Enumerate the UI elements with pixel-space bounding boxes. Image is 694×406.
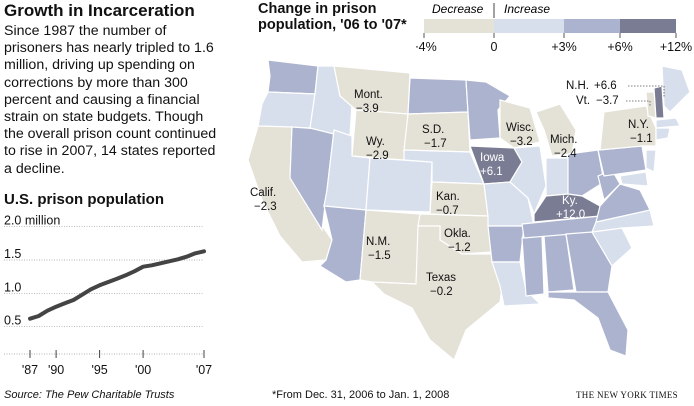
state-florida bbox=[547, 291, 629, 357]
legend-bin-label: +6% bbox=[607, 40, 632, 54]
state-ohio bbox=[567, 149, 605, 197]
legend-bin-label: 0 bbox=[491, 40, 498, 54]
source-note: Source: The Pew Charitable Trusts bbox=[4, 389, 175, 401]
map-label-state: Vt. bbox=[576, 95, 590, 107]
state-new-jersey bbox=[645, 149, 657, 173]
state-connecticut bbox=[655, 127, 671, 141]
map-label-value: −2.3 bbox=[254, 201, 277, 213]
legend-swatch-3-6 bbox=[564, 19, 620, 33]
map-label-value: +6.6 bbox=[594, 80, 617, 92]
state-pennsylvania bbox=[597, 145, 647, 177]
state-mississippi bbox=[521, 235, 545, 297]
map-label-value: +12.0 bbox=[556, 209, 585, 221]
state-colorado bbox=[365, 157, 433, 213]
legend-bin-label: +3% bbox=[551, 40, 576, 54]
map-labels: Mont. −3.9 Wy. −2.9 S.D. −1.7 Wisc. −3.2… bbox=[250, 80, 653, 298]
x-tick-label: '00 bbox=[135, 363, 151, 377]
map-label-value: −3.7 bbox=[596, 95, 619, 107]
nh-leader-line bbox=[628, 85, 665, 98]
map-label-state: N.Y. bbox=[628, 119, 649, 131]
map-label-state: Mont. bbox=[354, 89, 383, 101]
y-tick-label: 1.5 bbox=[4, 247, 21, 261]
y-tick-label: 0.5 bbox=[4, 314, 21, 328]
map-label-state: S.D. bbox=[422, 124, 444, 136]
credit-line: THE NEW YORK TIMES bbox=[576, 390, 678, 400]
state-washington bbox=[267, 59, 319, 95]
map-label-value: −0.7 bbox=[436, 205, 459, 217]
intro-paragraph: Since 1987 the number of prisoners has n… bbox=[4, 23, 217, 177]
map-label-value: −1.1 bbox=[630, 133, 653, 145]
map-label-value: −1.5 bbox=[368, 250, 391, 262]
line-chart-grid bbox=[4, 226, 204, 355]
state-kentucky bbox=[533, 193, 601, 223]
x-tick-label: '95 bbox=[91, 363, 107, 377]
map-label-value: −1.2 bbox=[448, 242, 471, 254]
legend-swatch-decrease bbox=[424, 19, 494, 33]
x-tick-label: '87 bbox=[22, 363, 38, 377]
map-label-state: Wisc. bbox=[506, 122, 534, 134]
us-choropleth-map: Mont. −3.9 Wy. −2.9 S.D. −1.7 Wisc. −3.2… bbox=[247, 59, 691, 361]
vt-leader-line bbox=[626, 100, 651, 106]
state-arkansas bbox=[487, 225, 525, 263]
state-minnesota bbox=[465, 79, 511, 141]
state-new-hampshire bbox=[653, 85, 665, 119]
state-massachusetts bbox=[655, 117, 681, 129]
line-chart-y-ticks: 2.0 million 1.5 1.0 0.5 bbox=[4, 214, 60, 328]
state-maryland bbox=[619, 171, 649, 187]
map-footnote: *From Dec. 31, 2006 to Jan. 1, 2008 bbox=[272, 389, 450, 401]
state-new-york bbox=[599, 105, 657, 151]
state-wisconsin bbox=[499, 99, 541, 149]
map-label-state: Calif. bbox=[250, 187, 276, 199]
map-label-value: +6.1 bbox=[480, 166, 503, 178]
map-label-state: Okla. bbox=[444, 228, 471, 240]
map-label-value: −1.7 bbox=[424, 138, 447, 150]
prison-population-line bbox=[28, 249, 206, 321]
state-oregon bbox=[257, 91, 316, 129]
legend-swatch-6-12 bbox=[620, 19, 676, 33]
state-texas bbox=[370, 225, 505, 361]
map-label-value: −2.9 bbox=[366, 150, 389, 162]
map-label-state: N.M. bbox=[366, 236, 390, 248]
map-legend: Decrease Increase −4% 0 +3% +6% +12% bbox=[416, 2, 692, 54]
map-label-value: −3.2 bbox=[510, 136, 533, 148]
map-label-value: −2.4 bbox=[554, 148, 577, 160]
map-label-state: Kan. bbox=[436, 191, 460, 203]
map-title: Change in prison population, '06 to '07* bbox=[258, 1, 407, 33]
legend-bin-label: +12% bbox=[660, 40, 692, 54]
map-label-state: Iowa bbox=[480, 152, 505, 164]
legend-increase-header: Increase bbox=[504, 2, 550, 16]
map-label-state: Ky. bbox=[562, 195, 578, 207]
map-label-state: Wy. bbox=[366, 136, 385, 148]
line-chart-x-ticks: '87 '90 '95 '00 '07 bbox=[22, 350, 212, 377]
state-north-dakota bbox=[407, 77, 469, 115]
x-tick-label: '07 bbox=[196, 363, 212, 377]
map-label-value: −0.2 bbox=[430, 286, 453, 298]
map-label-value: −3.9 bbox=[356, 103, 379, 115]
state-maine bbox=[661, 65, 691, 113]
line-chart: 2.0 million 1.5 1.0 0.5 '87 '90 '95 '00 '07 bbox=[4, 214, 212, 377]
y-tick-label: 1.0 bbox=[4, 280, 21, 294]
legend-bin-label: −4% bbox=[416, 40, 437, 54]
line-chart-title: U.S. prison population bbox=[4, 191, 164, 208]
state-indiana bbox=[545, 157, 569, 197]
state-illinois bbox=[509, 145, 547, 216]
y-tick-label: 2.0 million bbox=[4, 214, 60, 228]
map-label-state: Mich. bbox=[550, 134, 577, 146]
headline: Growth in Incarceration bbox=[4, 1, 195, 20]
x-tick-label: '90 bbox=[48, 363, 64, 377]
legend-swatch-0-3 bbox=[494, 19, 564, 33]
legend-decrease-header: Decrease bbox=[432, 2, 484, 16]
map-label-state: Texas bbox=[426, 272, 456, 284]
map-label-state: N.H. bbox=[566, 80, 589, 92]
